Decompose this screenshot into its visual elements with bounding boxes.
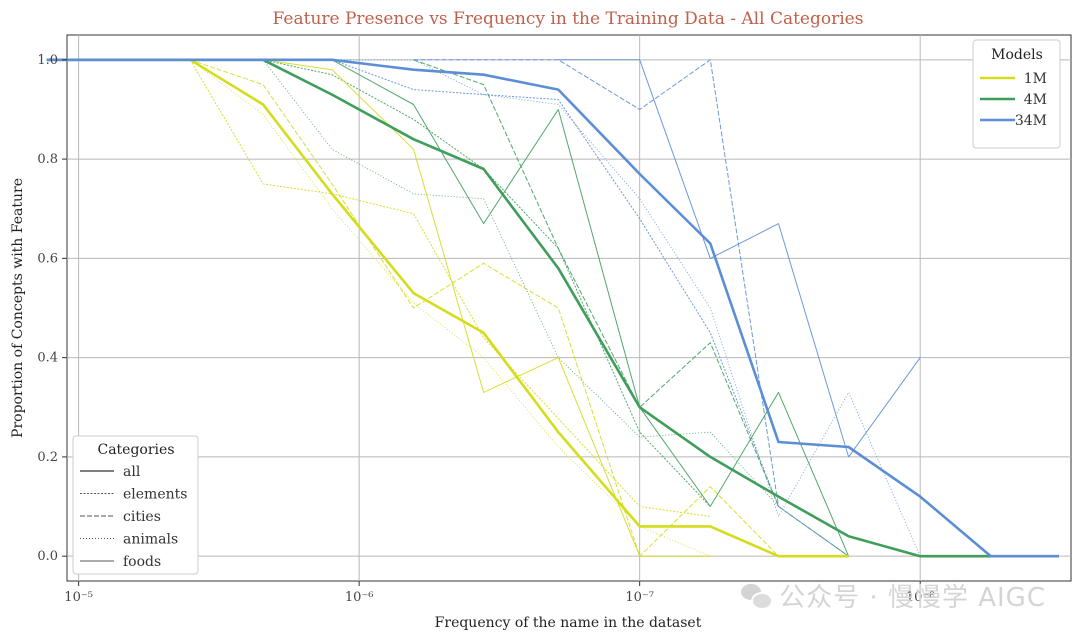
plot-frame [66, 34, 1072, 582]
x-tick-label: 10⁻⁸ [906, 590, 935, 605]
legend-label-1m: 1M [1024, 71, 1047, 87]
y-tick-label: 1.0 [37, 53, 58, 68]
series-line-4m-elements [262, 59, 711, 507]
models-legend: Models 1M 4M 34M [972, 39, 1061, 149]
series-line-34m-all [46, 58, 1059, 558]
series-line-1m-cities [190, 59, 779, 557]
watermark: 公众号 · 慢慢学 AIGC [741, 577, 1046, 614]
y-tick-label: 0.6 [37, 251, 58, 266]
x-tick-label: 10⁻⁷ [625, 590, 654, 605]
grid-lines [67, 35, 1071, 581]
legend-label-foods: foods [123, 554, 161, 570]
series-line-1m-animals [189, 59, 711, 557]
axis-ticks: 0.0 0.2 0.4 0.6 0.8 1.0 10⁻⁵ 10⁻⁶ 10⁻⁷ 10⁻⁸ [37, 53, 934, 605]
y-tick-label: 0.2 [37, 450, 58, 465]
legend-label-4m: 4M [1024, 92, 1047, 108]
series-line-1m-foods [263, 59, 711, 557]
chart-title: Feature Presence vs Frequency in the Tra… [273, 9, 864, 29]
y-tick-label: 0.0 [37, 549, 58, 564]
series-line-4m-cities [413, 59, 849, 557]
series-line-34m-animals [332, 59, 921, 557]
legend-label-elements: elements [123, 487, 187, 503]
series-line-34m-elements [331, 59, 779, 507]
series-line-1m-elements [189, 59, 711, 517]
legend-label-all: all [123, 464, 141, 480]
series-line-4m-foods [331, 59, 850, 557]
wechat-icon [741, 583, 774, 610]
y-tick-label: 0.8 [37, 152, 58, 167]
legend-label-cities: cities [123, 509, 161, 525]
series-line-4m-animals [262, 59, 779, 507]
series-lines [46, 58, 1059, 558]
watermark-text: 公众号 · 慢慢学 AIGC [779, 583, 1046, 613]
categories-legend-title: Categories [98, 442, 175, 458]
x-tick-label: 10⁻⁶ [345, 590, 374, 605]
y-tick-label: 0.4 [37, 351, 58, 366]
series-line-34m-foods [558, 59, 921, 458]
models-legend-title: Models [991, 47, 1043, 63]
series-line-1m-all [46, 58, 849, 558]
x-tick-label: 10⁻⁵ [64, 590, 93, 605]
categories-legend: Categories all elements cities animals foods [72, 435, 199, 575]
series-line-34m-cities [413, 59, 849, 557]
legend-label-animals: animals [123, 532, 178, 548]
x-axis-label: Frequency of the name in the dataset [435, 615, 702, 631]
legend-label-34m: 34M [1015, 113, 1047, 129]
y-axis-label: Proportion of Concepts with Feature [10, 178, 26, 438]
